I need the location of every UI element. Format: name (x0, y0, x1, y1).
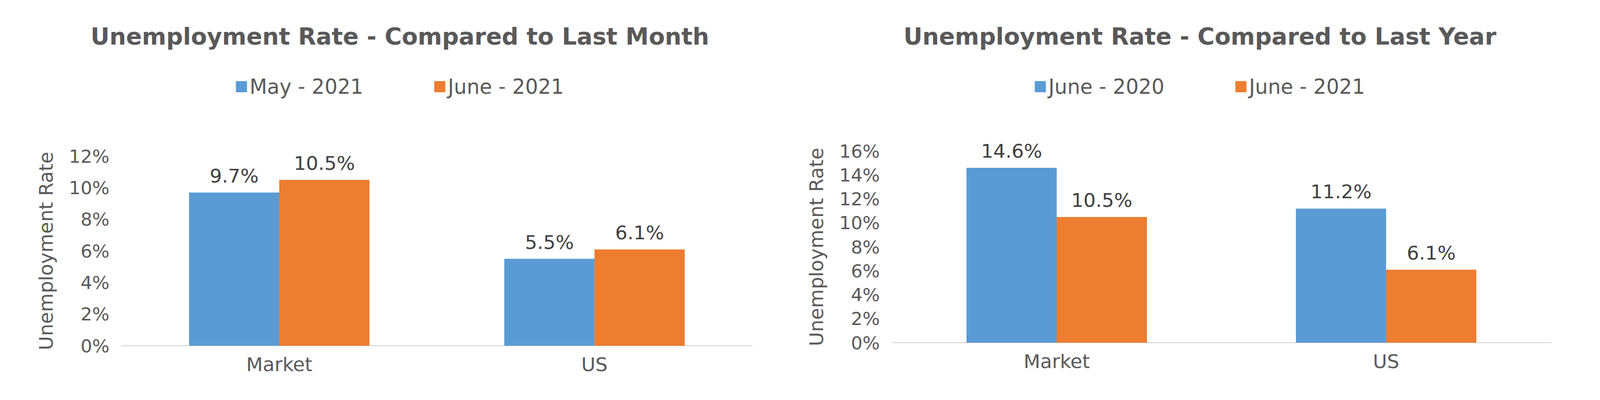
svg-text:12%: 12% (839, 188, 880, 210)
svg-text:12%: 12% (68, 145, 110, 167)
svg-text:2%: 2% (850, 308, 880, 329)
svg-text:8%: 8% (80, 208, 110, 230)
svg-text:0%: 0% (850, 332, 880, 354)
svg-text:Unemployment Rate: Unemployment Rate (34, 151, 58, 350)
svg-text:6.1%: 6.1% (1406, 241, 1457, 265)
svg-text:US: US (581, 353, 608, 376)
svg-text:6%: 6% (850, 260, 880, 282)
svg-text:6.1%: 6.1% (615, 221, 665, 244)
svg-text:10.5%: 10.5% (1071, 189, 1133, 212)
svg-text:6%: 6% (80, 240, 110, 262)
svg-text:Market: Market (1023, 350, 1091, 373)
svg-text:11.2%: 11.2% (1310, 180, 1372, 203)
svg-text:4%: 4% (80, 272, 110, 293)
svg-text:June - 2021: June - 2021 (446, 75, 565, 99)
svg-text:10%: 10% (839, 212, 880, 234)
svg-text:8%: 8% (850, 236, 880, 258)
svg-text:Market: Market (246, 353, 313, 376)
svg-text:US: US (1372, 350, 1400, 373)
svg-text:Unemployment Rate - Compared t: Unemployment Rate - Compared to Last Yea… (903, 22, 1497, 51)
svg-text:16%: 16% (839, 140, 880, 162)
svg-text:14.6%: 14.6% (981, 139, 1043, 163)
svg-text:4%: 4% (850, 284, 880, 306)
svg-text:10%: 10% (68, 177, 110, 199)
svg-text:Unemployment Rate - Compared t: Unemployment Rate - Compared to Last Mon… (90, 22, 710, 51)
svg-text:2%: 2% (80, 303, 110, 325)
svg-text:June - 2021: June - 2021 (1247, 75, 1366, 99)
svg-text:10.5%: 10.5% (293, 152, 356, 175)
svg-text:5.5%: 5.5% (525, 231, 575, 254)
svg-text:June - 2020: June - 2020 (1047, 75, 1165, 99)
svg-text:0%: 0% (80, 335, 110, 357)
svg-text:May - 2021: May - 2021 (249, 75, 363, 99)
svg-text:9.7%: 9.7% (209, 164, 259, 188)
svg-text:14%: 14% (839, 164, 880, 186)
svg-text:Unemployment Rate: Unemployment Rate (805, 147, 828, 346)
